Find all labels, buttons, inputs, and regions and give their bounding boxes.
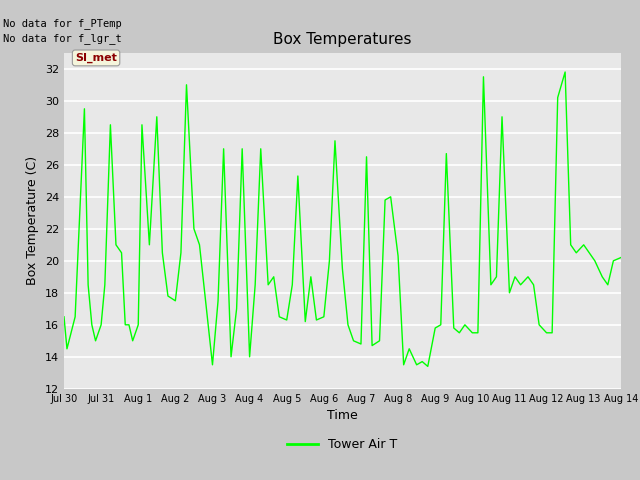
Text: No data for f_PTemp: No data for f_PTemp: [3, 18, 122, 29]
Title: Box Temperatures: Box Temperatures: [273, 33, 412, 48]
Legend: Tower Air T: Tower Air T: [282, 433, 403, 456]
Text: SI_met: SI_met: [75, 53, 117, 63]
X-axis label: Time: Time: [327, 409, 358, 422]
Y-axis label: Box Temperature (C): Box Temperature (C): [26, 156, 39, 286]
Text: No data for f_lgr_t: No data for f_lgr_t: [3, 33, 122, 44]
